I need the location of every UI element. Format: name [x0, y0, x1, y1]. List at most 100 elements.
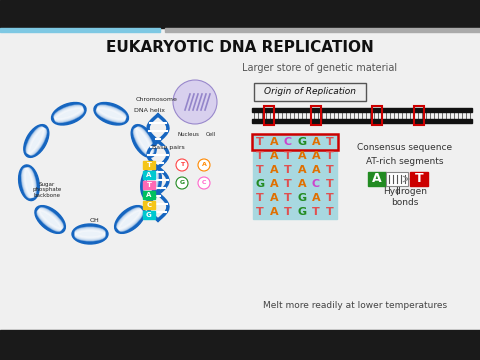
Text: Chromosome: Chromosome [136, 97, 178, 102]
Bar [0, 0, 480, 28]
Ellipse shape [97, 106, 126, 120]
Ellipse shape [24, 168, 36, 197]
Text: OH: OH [90, 217, 100, 222]
Circle shape [176, 177, 188, 189]
Bar [143, 161, 155, 169]
Bar [143, 211, 155, 219]
Ellipse shape [146, 168, 157, 198]
Ellipse shape [115, 206, 145, 233]
Ellipse shape [118, 209, 142, 230]
Ellipse shape [37, 211, 61, 231]
Text: A: A [270, 137, 278, 147]
Bar [0, 28, 160, 32]
Ellipse shape [75, 229, 105, 239]
Text: T: T [284, 151, 292, 161]
Text: Origin of Replication: Origin of Replication [264, 87, 356, 96]
Text: A: A [298, 165, 306, 175]
Ellipse shape [51, 103, 86, 125]
Circle shape [198, 159, 210, 171]
Ellipse shape [38, 209, 62, 230]
Ellipse shape [29, 129, 47, 155]
Ellipse shape [39, 208, 63, 229]
Text: Consensus sequence: Consensus sequence [358, 143, 453, 152]
Text: T: T [256, 193, 264, 203]
Ellipse shape [55, 108, 84, 122]
Text: T: T [312, 207, 320, 217]
Text: T: T [415, 172, 423, 185]
Text: Larger store of genetic material: Larger store of genetic material [242, 63, 397, 73]
Text: T: T [284, 179, 292, 189]
Text: T: T [326, 207, 334, 217]
Ellipse shape [119, 211, 143, 231]
Ellipse shape [24, 125, 49, 157]
Text: C: C [284, 137, 292, 147]
Text: A: A [270, 165, 278, 175]
Text: G: G [298, 137, 307, 147]
Bar [311, 106, 321, 125]
Ellipse shape [97, 105, 126, 119]
Text: G: G [255, 179, 264, 189]
Bar [252, 108, 472, 112]
Text: T: T [326, 179, 334, 189]
Text: T: T [326, 165, 334, 175]
Text: Melt more readily at lower temperatures: Melt more readily at lower temperatures [263, 301, 447, 310]
Ellipse shape [55, 107, 83, 121]
Ellipse shape [133, 129, 151, 155]
Text: C: C [202, 180, 206, 185]
Text: T: T [256, 151, 264, 161]
Text: Hydrogen
bonds: Hydrogen bonds [383, 187, 427, 207]
Bar [165, 28, 480, 32]
Text: A: A [298, 179, 306, 189]
Text: A: A [312, 193, 320, 203]
Bar [264, 106, 274, 125]
Ellipse shape [19, 165, 39, 201]
Ellipse shape [75, 228, 105, 238]
Text: G: G [146, 212, 152, 218]
Text: T: T [284, 207, 292, 217]
Ellipse shape [141, 165, 161, 201]
Bar [372, 106, 383, 125]
Text: A: A [146, 172, 152, 178]
Ellipse shape [23, 168, 34, 198]
Ellipse shape [55, 108, 84, 122]
Text: A: A [298, 151, 306, 161]
Ellipse shape [24, 168, 35, 198]
Ellipse shape [28, 128, 46, 155]
Ellipse shape [27, 127, 44, 154]
Text: A: A [270, 193, 278, 203]
Circle shape [198, 177, 210, 189]
Text: A: A [372, 172, 382, 185]
Text: G: G [298, 193, 307, 203]
Text: T: T [326, 137, 334, 147]
Bar [143, 191, 155, 199]
Ellipse shape [117, 208, 141, 229]
Ellipse shape [54, 105, 83, 119]
Text: G: G [298, 207, 307, 217]
Bar [0, 330, 480, 360]
Ellipse shape [72, 224, 108, 244]
Ellipse shape [136, 127, 153, 154]
Text: Base pairs: Base pairs [152, 145, 184, 150]
Ellipse shape [75, 230, 105, 240]
Ellipse shape [37, 210, 61, 230]
Bar [386, 172, 408, 186]
Text: T: T [180, 162, 184, 167]
FancyBboxPatch shape [254, 83, 366, 101]
Text: T: T [326, 151, 334, 161]
Ellipse shape [75, 227, 105, 237]
Text: T: T [284, 193, 292, 203]
Ellipse shape [96, 108, 125, 122]
Text: A: A [202, 162, 206, 167]
Text: T: T [326, 193, 334, 203]
Bar [410, 172, 428, 186]
Bar [143, 171, 155, 179]
Text: A: A [270, 151, 278, 161]
Text: T: T [146, 162, 152, 168]
Ellipse shape [137, 127, 154, 153]
Text: A: A [270, 179, 278, 189]
Bar [252, 134, 338, 150]
Text: T: T [284, 165, 292, 175]
Bar [143, 181, 155, 189]
Text: Sugar
phosphate
backbone: Sugar phosphate backbone [32, 182, 61, 198]
Ellipse shape [135, 128, 152, 154]
